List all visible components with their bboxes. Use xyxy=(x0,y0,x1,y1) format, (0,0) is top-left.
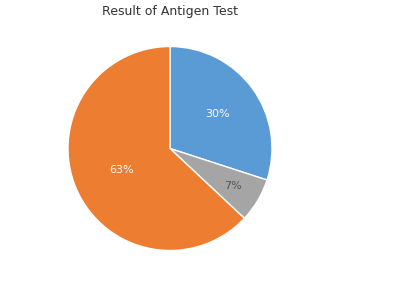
Wedge shape xyxy=(170,46,272,180)
Text: 7%: 7% xyxy=(224,181,242,191)
Text: 30%: 30% xyxy=(206,109,230,119)
Text: 63%: 63% xyxy=(109,165,134,175)
Wedge shape xyxy=(68,46,244,250)
Wedge shape xyxy=(170,148,267,218)
Title: Result of Antigen Test: Result of Antigen Test xyxy=(102,5,238,18)
